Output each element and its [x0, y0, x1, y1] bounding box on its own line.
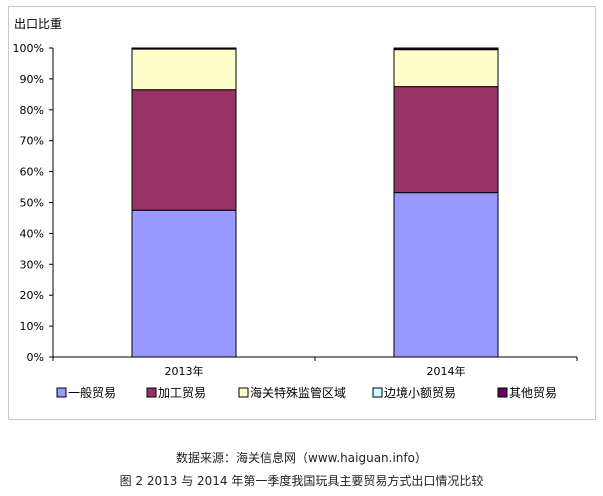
bar-segment	[393, 192, 499, 358]
bar-segment	[393, 86, 499, 194]
legend-label: 海关特殊监管区域	[250, 385, 346, 400]
bar-segment	[131, 48, 237, 91]
x-category-label: 2014年	[427, 364, 466, 378]
y-tick-label: 90%	[20, 73, 44, 86]
y-tick-label: 30%	[20, 258, 44, 271]
y-tick-label: 0%	[27, 351, 44, 364]
y-tick-label: 60%	[20, 166, 44, 179]
source-note: 数据来源：海关信息网（www.haiguan.info）	[176, 451, 427, 465]
y-tick-label: 10%	[20, 320, 44, 333]
legend-swatch	[56, 387, 67, 398]
y-tick-label: 100%	[13, 42, 44, 55]
bar-segment	[131, 89, 237, 211]
bar-segment	[393, 49, 499, 88]
legend-label: 边境小额贸易	[384, 385, 456, 400]
legend-swatch	[497, 387, 508, 398]
legend-label: 一般贸易	[68, 385, 116, 400]
figure-caption: 图 2 2013 与 2014 年第一季度我国玩具主要贸易方式出口情况比较	[119, 474, 484, 488]
legend-label: 其他贸易	[509, 386, 557, 400]
bar-segment	[131, 47, 237, 50]
y-tick-label: 40%	[20, 227, 44, 240]
x-category-label: 2013年	[165, 364, 204, 378]
stacked-bar-chart: 出口比重 0% 10% 20% 30% 40% 50% 60% 70% 80% 90% 100% 201…	[13, 17, 578, 400]
legend-swatch	[372, 387, 383, 398]
y-tick-label: 20%	[20, 289, 44, 302]
bar-segment	[393, 47, 499, 50]
y-tick-label: 70%	[20, 135, 44, 148]
legend-swatch	[146, 387, 157, 398]
legend-swatch	[238, 387, 249, 398]
bar-segment	[131, 209, 237, 358]
y-tick-label: 50%	[20, 197, 44, 210]
y-tick-label: 80%	[20, 104, 44, 117]
y-axis-label: 出口比重	[14, 17, 62, 31]
legend-label: 加工贸易	[158, 386, 206, 400]
